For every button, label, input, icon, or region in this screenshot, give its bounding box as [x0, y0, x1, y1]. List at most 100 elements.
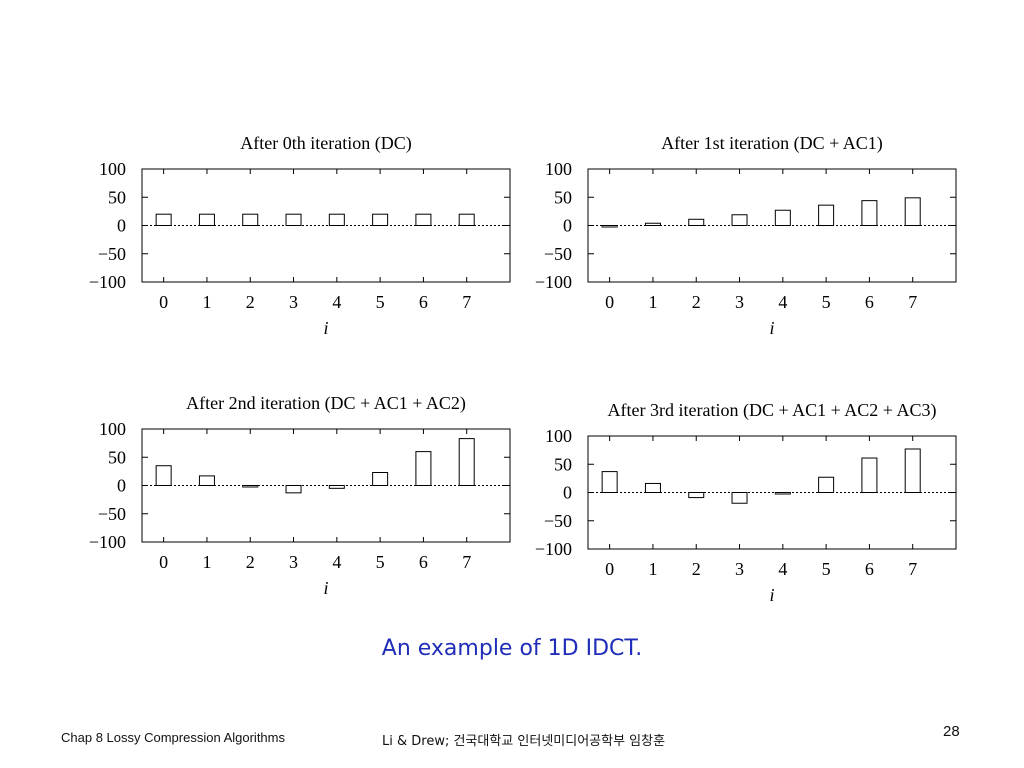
y-tick-label: −100 — [89, 532, 126, 552]
x-tick-label: 5 — [822, 292, 831, 312]
x-tick-label: 7 — [908, 292, 917, 312]
chart-svg: After 2nd iteration (DC + AC1 + AC2)1005… — [89, 393, 511, 598]
bar-1 — [198, 475, 215, 486]
x-axis-label: i — [769, 318, 774, 338]
x-tick-label: 2 — [692, 292, 701, 312]
chart-title: After 2nd iteration (DC + AC1 + AC2) — [186, 393, 466, 414]
x-tick-label: 6 — [419, 292, 428, 312]
y-tick-label: −100 — [89, 272, 126, 292]
x-tick-label: 2 — [246, 552, 255, 572]
slide-caption: An example of 1D IDCT. — [381, 636, 643, 661]
y-tick-label: 50 — [554, 187, 572, 207]
x-tick-label: 5 — [376, 292, 385, 312]
y-tick-label: −100 — [535, 272, 572, 292]
y-tick-label: 100 — [99, 419, 126, 439]
y-tick-label: 100 — [99, 159, 126, 179]
page-number: 28 — [943, 723, 960, 740]
bar-4 — [328, 213, 345, 226]
chart-title: After 0th iteration (DC) — [240, 133, 411, 154]
y-tick-label: 50 — [554, 454, 572, 474]
bar-1 — [198, 213, 215, 226]
x-tick-label: 0 — [605, 559, 614, 579]
x-tick-label: 1 — [648, 559, 657, 579]
bar-0 — [155, 213, 172, 226]
bar-4 — [774, 492, 791, 495]
bar-2 — [242, 485, 259, 488]
chart-svg: After 3rd iteration (DC + AC1 + AC2 + AC… — [535, 400, 957, 605]
chart-after-2nd-iteration: After 2nd iteration (DC + AC1 + AC2) 100 5… — [58, 385, 528, 635]
chart-after-0th-iteration: After 0th iteration (DC) 100 50 0 −50 −100 0 1 2… — [58, 125, 528, 375]
y-tick-label: 0 — [117, 216, 126, 236]
x-tick-label: 0 — [159, 552, 168, 572]
bar-1 — [644, 482, 661, 493]
bar-7 — [904, 197, 921, 227]
bar-3 — [285, 213, 302, 226]
y-tick-label: −50 — [544, 511, 572, 531]
bar-3 — [731, 214, 748, 226]
x-tick-label: 6 — [419, 552, 428, 572]
x-tick-label: 4 — [778, 559, 787, 579]
bar-4 — [328, 485, 345, 489]
x-tick-label: 7 — [908, 559, 917, 579]
bar-3 — [731, 492, 748, 504]
bar-5 — [818, 476, 835, 494]
bar-0 — [601, 225, 618, 228]
bar-5 — [372, 472, 389, 486]
bar-7 — [458, 438, 475, 486]
x-tick-label: 3 — [735, 559, 744, 579]
y-tick-label: −50 — [98, 244, 126, 264]
x-axis-label: i — [769, 585, 774, 605]
chart-after-1st-iteration: After 1st iteration (DC + AC1) 100 50 0 −50−… — [504, 125, 974, 375]
footer-author: Li & Drew; 건국대학교 인터넷미디어공학부 임창훈 — [382, 734, 666, 749]
bar-5 — [818, 204, 835, 227]
x-axis-label: i — [323, 578, 328, 598]
chart-title: After 3rd iteration (DC + AC1 + AC2 + AC… — [608, 400, 937, 421]
y-tick-label: 0 — [563, 216, 572, 236]
x-tick-label: 3 — [289, 292, 298, 312]
x-tick-label: 5 — [822, 559, 831, 579]
x-tick-label: 1 — [202, 552, 211, 572]
x-tick-label: 4 — [332, 292, 341, 312]
x-tick-label: 4 — [778, 292, 787, 312]
bar-0 — [601, 471, 618, 494]
bar-1 — [644, 222, 661, 226]
x-tick-label: 0 — [605, 292, 614, 312]
bar-6 — [861, 200, 878, 226]
x-tick-label: 3 — [735, 292, 744, 312]
chart-svg: After 0th iteration (DC) 100 50 0 −50 −100 0 1 2… — [89, 133, 511, 338]
bar-6 — [415, 451, 432, 486]
footer-chapter: Chap 8 Lossy Compression Algorithms — [61, 730, 285, 745]
chart-after-3rd-iteration: After 3rd iteration (DC + AC1 + AC2 + AC… — [504, 392, 974, 642]
x-axis-label: i — [323, 318, 328, 338]
x-tick-label: 3 — [289, 552, 298, 572]
y-tick-label: −100 — [535, 539, 572, 559]
y-tick-label: −50 — [544, 244, 572, 264]
y-tick-label: 50 — [108, 447, 126, 467]
y-tick-label: 50 — [108, 187, 126, 207]
bar-2 — [688, 218, 705, 227]
bar-3 — [285, 485, 302, 494]
x-tick-label: 7 — [462, 552, 471, 572]
chart-svg: After 1st iteration (DC + AC1)100500−50−… — [535, 133, 957, 338]
bar-0 — [155, 465, 172, 486]
y-tick-label: −50 — [98, 504, 126, 524]
bar-2 — [242, 213, 259, 226]
x-tick-label: 5 — [376, 552, 385, 572]
y-tick-label: 0 — [117, 476, 126, 496]
y-tick-label: 0 — [563, 483, 572, 503]
bar-7 — [458, 213, 475, 226]
bar-6 — [415, 213, 432, 226]
x-tick-label: 0 — [159, 292, 168, 312]
y-tick-label: 100 — [545, 159, 572, 179]
x-tick-label: 6 — [865, 292, 874, 312]
bar-6 — [861, 457, 878, 494]
x-tick-label: 7 — [462, 292, 471, 312]
bar-5 — [372, 213, 389, 226]
x-tick-label: 2 — [246, 292, 255, 312]
x-tick-label: 1 — [648, 292, 657, 312]
chart-title: After 1st iteration (DC + AC1) — [661, 133, 883, 154]
x-tick-label: 1 — [202, 292, 211, 312]
bar-7 — [904, 448, 921, 493]
y-tick-label: 100 — [545, 426, 572, 446]
x-tick-label: 2 — [692, 559, 701, 579]
